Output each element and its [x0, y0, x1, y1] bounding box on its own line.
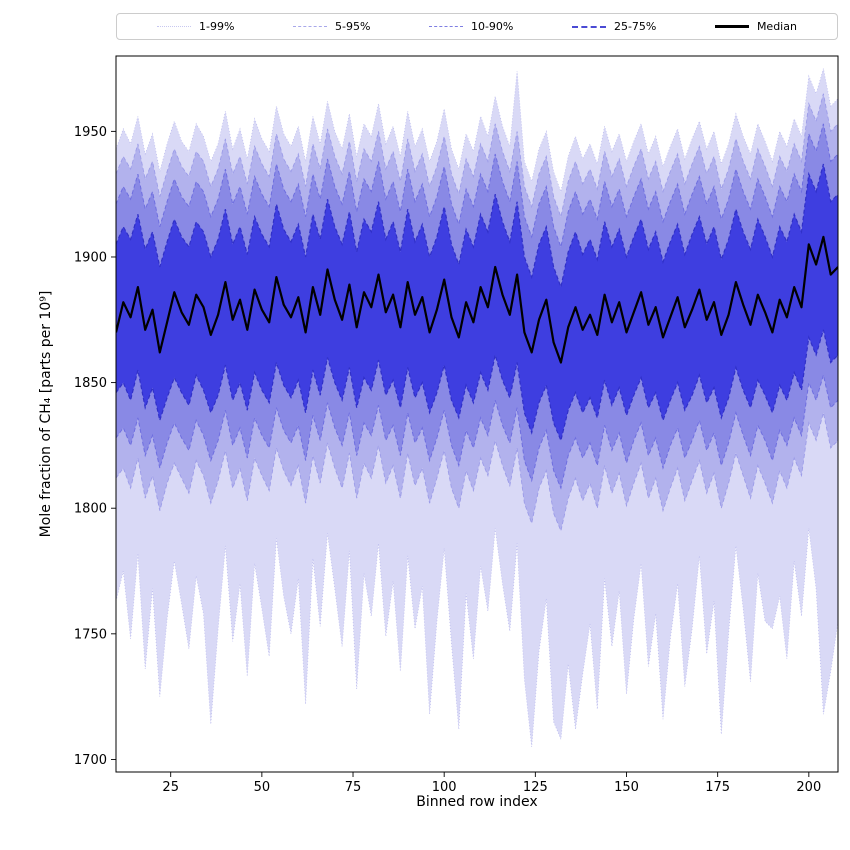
band-edge-1-99% — [116, 68, 838, 194]
band-edge-5-95% — [116, 412, 838, 533]
legend-label: 1-99% — [199, 20, 235, 33]
y-tick-label: 1950 — [74, 125, 107, 140]
legend-label: 10-90% — [470, 20, 514, 33]
legend-line-median-icon — [714, 25, 749, 28]
band-edge-25-75% — [116, 163, 838, 290]
x-tick-label: 100 — [432, 780, 457, 795]
legend-label: 25-75% — [613, 20, 657, 33]
x-tick-label: 75 — [345, 780, 362, 795]
x-tick-label: 25 — [162, 780, 179, 795]
legend-label: Median — [756, 20, 797, 33]
y-tick-label: 1700 — [74, 753, 107, 768]
y-tick-label: 1750 — [74, 627, 107, 642]
y-tick-label: 1850 — [74, 376, 107, 391]
y-tick-label: 1800 — [74, 502, 107, 517]
legend-item-10-90: 10-90% — [428, 20, 514, 33]
legend-item-5-95: 5-95% — [292, 20, 371, 33]
y-axis-label: Mole fraction of CH₄ [parts per 10⁹] — [38, 290, 54, 538]
legend-line-5-95-icon — [292, 26, 327, 27]
legend: 1-99% 5-95% 10-90% 25-75% Median — [116, 13, 838, 40]
x-tick-label: 200 — [796, 780, 821, 795]
band-edge-10-90% — [116, 374, 838, 490]
legend-line-1-99-icon — [157, 26, 191, 27]
x-tick-label: 125 — [523, 780, 548, 795]
y-tick-label: 1900 — [74, 250, 107, 265]
band-group — [116, 68, 838, 747]
band-edge-5-95% — [116, 93, 838, 219]
median-line — [116, 235, 838, 364]
legend-item-25-75: 25-75% — [571, 20, 657, 33]
legend-line-25-75-icon — [571, 25, 606, 28]
legend-label: 5-95% — [334, 20, 371, 33]
axes-frame — [115, 55, 839, 773]
legend-item-median: Median — [714, 20, 797, 33]
x-tick-label: 50 — [254, 780, 271, 795]
x-tick-label: 150 — [614, 780, 639, 795]
legend-line-10-90-icon — [428, 26, 463, 27]
x-axis-label: Binned row index — [416, 794, 538, 810]
band-edge-10-90% — [116, 123, 838, 249]
legend-item-1-99: 1-99% — [157, 20, 234, 33]
band-edge-25-75% — [116, 329, 838, 443]
x-tick-label: 175 — [705, 780, 730, 795]
